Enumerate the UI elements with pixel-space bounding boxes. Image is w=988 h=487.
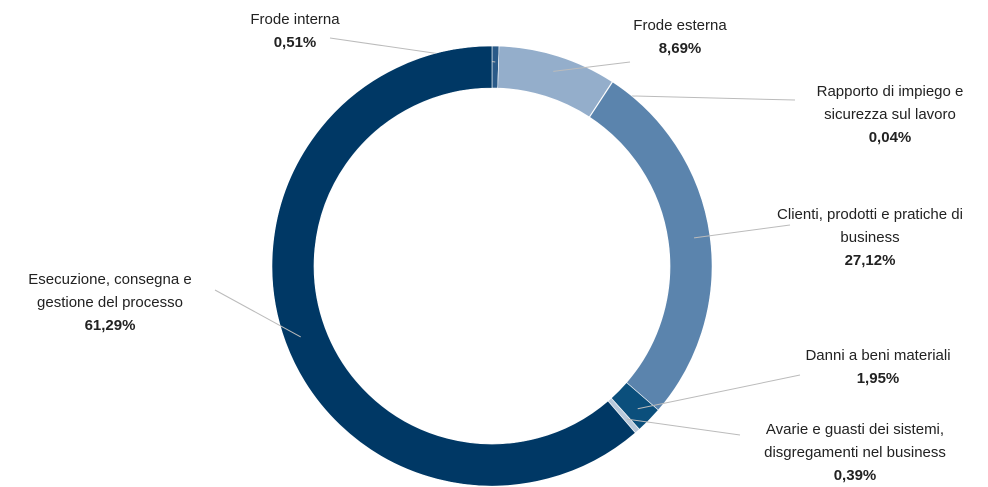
category-name: Danni a beni materiali: [805, 347, 951, 364]
value-label: 0,51%: [273, 34, 317, 51]
leader-line: [214, 289, 301, 338]
value-label: 1,95%: [856, 370, 900, 387]
slice-label: Avarie e guasti dei sistemi, disgregamen…: [725, 418, 985, 487]
slice-label: Frode esterna 8,69%: [590, 14, 770, 60]
leader-line: [553, 61, 631, 72]
slice-label: Esecuzione, consegna e gestione del proc…: [0, 268, 220, 337]
slice-label: Frode interna 0,51%: [205, 8, 385, 54]
leader-line: [693, 224, 791, 239]
category-name: Frode esterna: [633, 17, 727, 34]
leader-line: [603, 94, 796, 101]
donut-segment: [271, 45, 636, 487]
value-label: 27,12%: [844, 252, 896, 269]
value-label: 0,04%: [868, 129, 912, 146]
category-name: Frode interna: [250, 11, 340, 28]
value-label: 8,69%: [658, 40, 702, 57]
leader-line: [637, 374, 801, 410]
category-name: Esecuzione, consegna e gestione del proc…: [28, 271, 192, 311]
category-name: Avarie e guasti dei sistemi, disgregamen…: [764, 421, 946, 461]
value-label: 61,29%: [84, 317, 136, 334]
slice-label: Rapporto di impiego e sicurezza sul lavo…: [790, 80, 988, 149]
slice-label: Clienti, prodotti e pratiche di business…: [770, 203, 970, 272]
leader-line: [626, 418, 741, 436]
category-name: Clienti, prodotti e pratiche di business: [777, 206, 963, 246]
slice-label: Danni a beni materiali 1,95%: [778, 344, 978, 390]
value-label: 0,39%: [833, 467, 877, 484]
category-name: Rapporto di impiego e sicurezza sul lavo…: [816, 83, 964, 123]
donut-segment: [589, 81, 713, 411]
